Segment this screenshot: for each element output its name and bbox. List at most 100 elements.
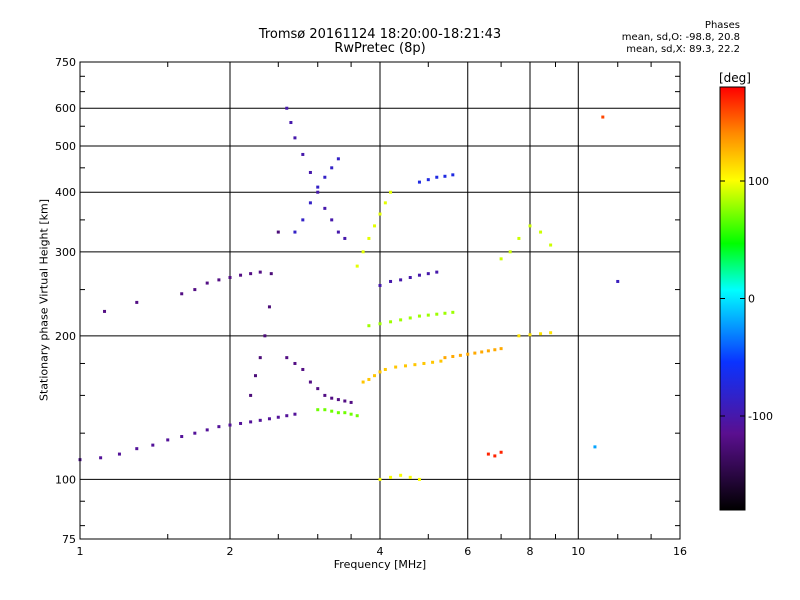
x-tick-label: 1 xyxy=(77,545,84,558)
data-point xyxy=(426,313,430,317)
data-points xyxy=(78,106,620,481)
data-point xyxy=(336,398,340,402)
y-axis-label: Stationary phase Virtual Height [km] xyxy=(37,198,51,402)
data-point xyxy=(439,359,443,363)
data-point xyxy=(217,278,221,282)
data-point xyxy=(323,393,327,397)
data-point xyxy=(323,408,327,412)
data-point xyxy=(367,377,371,381)
data-point xyxy=(349,400,353,404)
data-point xyxy=(383,201,387,205)
data-point xyxy=(239,421,243,425)
data-point xyxy=(289,121,293,125)
y-tick-label: 200 xyxy=(55,330,76,343)
data-point xyxy=(426,178,430,182)
data-point xyxy=(301,367,305,371)
data-point xyxy=(239,273,243,277)
data-point xyxy=(443,174,447,178)
x-tick-label: 8 xyxy=(527,545,534,558)
colorbar-tick-label: -100 xyxy=(748,410,773,423)
phase-stats-heading: Phases xyxy=(704,20,740,31)
data-point xyxy=(493,454,497,458)
data-point xyxy=(408,276,412,280)
data-point xyxy=(269,272,273,276)
data-point xyxy=(249,393,253,397)
data-point xyxy=(117,452,121,456)
data-point xyxy=(528,224,532,228)
data-point xyxy=(539,230,543,234)
data-point xyxy=(466,352,470,356)
data-point xyxy=(517,334,521,338)
x-tick-label: 16 xyxy=(673,545,687,558)
x-tick-label: 2 xyxy=(227,545,234,558)
data-point xyxy=(336,157,340,161)
y-tick-labels: 75 100 200 300 400 500 600 750 xyxy=(55,56,76,546)
data-point xyxy=(389,320,393,324)
data-point xyxy=(336,230,340,234)
data-point xyxy=(249,272,253,276)
data-point xyxy=(417,477,421,481)
data-point xyxy=(267,417,271,421)
data-point xyxy=(99,456,103,460)
colorbar-tick-label: 100 xyxy=(748,175,769,188)
data-point xyxy=(549,331,553,335)
y-tick-label: 300 xyxy=(55,246,76,259)
data-point xyxy=(103,309,107,313)
data-point xyxy=(378,212,382,216)
data-point xyxy=(355,264,359,268)
data-point xyxy=(493,348,497,352)
data-point xyxy=(417,314,421,318)
data-point xyxy=(601,115,605,119)
data-point xyxy=(431,360,435,364)
data-point xyxy=(323,175,327,179)
data-point xyxy=(373,374,377,378)
data-point xyxy=(443,311,447,315)
data-point xyxy=(336,411,340,415)
y-tick-label: 500 xyxy=(55,140,76,153)
data-point xyxy=(285,106,289,110)
plot-frame xyxy=(79,61,681,540)
data-point xyxy=(499,347,503,351)
data-point xyxy=(316,387,320,391)
data-point xyxy=(389,475,393,479)
data-point xyxy=(355,414,359,418)
data-point xyxy=(417,180,421,184)
data-point xyxy=(367,236,371,240)
data-point xyxy=(539,332,543,336)
data-point xyxy=(508,250,512,254)
data-point xyxy=(480,350,484,354)
data-point xyxy=(389,190,393,194)
data-point xyxy=(308,201,312,205)
data-point xyxy=(378,477,382,481)
data-point xyxy=(373,224,377,228)
data-point xyxy=(180,292,184,296)
data-point xyxy=(486,349,490,353)
data-point xyxy=(361,380,365,384)
data-point xyxy=(435,270,439,274)
data-point xyxy=(408,475,412,479)
x-tick-label: 4 xyxy=(377,545,384,558)
data-point xyxy=(276,415,280,419)
y-tick-label: 100 xyxy=(55,473,76,486)
data-point xyxy=(403,364,407,368)
data-point xyxy=(285,356,289,360)
data-point xyxy=(276,230,280,234)
data-point xyxy=(330,166,334,170)
x-axis-label: Frequency [MHz] xyxy=(333,558,427,571)
data-point xyxy=(426,272,430,276)
data-point xyxy=(435,175,439,179)
data-point xyxy=(343,399,347,403)
data-point xyxy=(458,353,462,357)
data-point xyxy=(616,279,620,283)
data-point xyxy=(378,370,382,374)
grid xyxy=(80,62,680,539)
data-point xyxy=(422,361,426,365)
x-tick-label: 10 xyxy=(571,545,585,558)
data-point xyxy=(451,354,455,358)
data-point xyxy=(301,218,305,222)
data-point xyxy=(323,206,327,210)
data-point xyxy=(316,408,320,412)
x-tick-label: 6 xyxy=(464,545,471,558)
data-point xyxy=(389,279,393,283)
data-point xyxy=(413,363,417,367)
